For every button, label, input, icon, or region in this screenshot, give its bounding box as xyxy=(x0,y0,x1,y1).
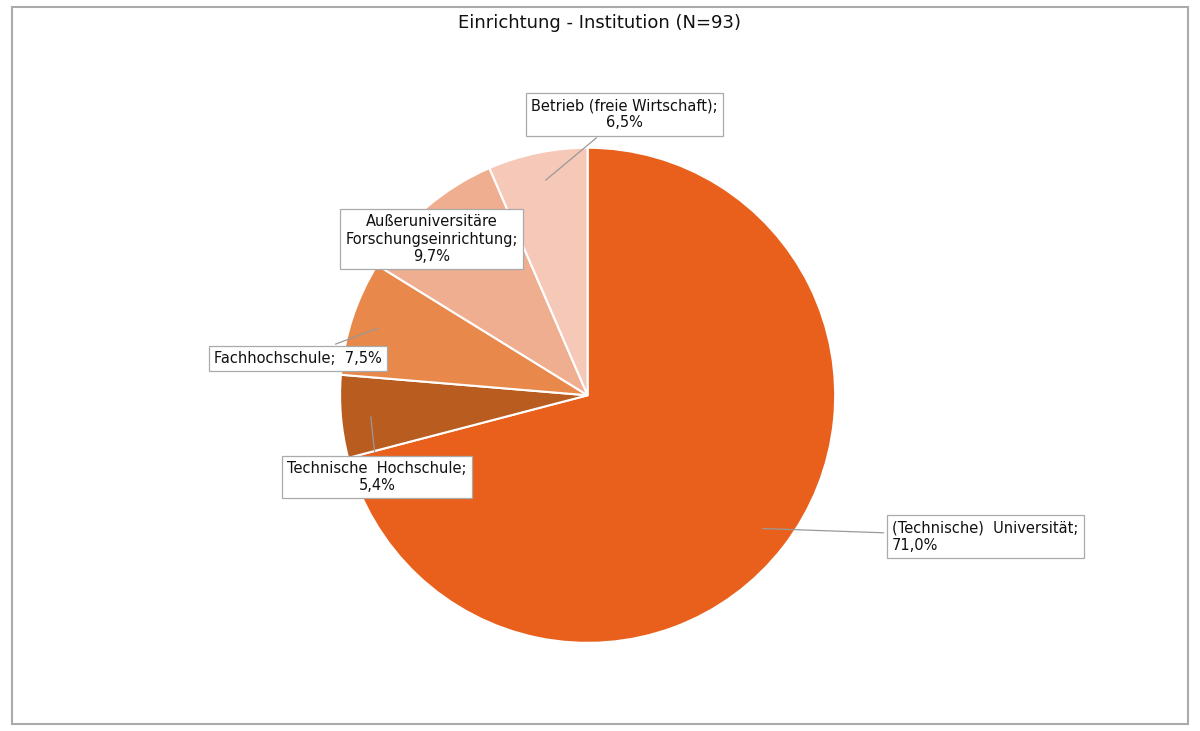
Wedge shape xyxy=(341,265,588,395)
Wedge shape xyxy=(377,168,588,395)
Wedge shape xyxy=(348,148,835,643)
Text: Betrieb (freie Wirtschaft);
6,5%: Betrieb (freie Wirtschaft); 6,5% xyxy=(532,98,718,180)
Text: Fachhochschule;  7,5%: Fachhochschule; 7,5% xyxy=(215,328,382,366)
Wedge shape xyxy=(490,148,588,395)
Text: Außeruniversitäre
Forschungseinrichtung;
9,7%: Außeruniversitäre Forschungseinrichtung;… xyxy=(346,214,518,264)
Title: Einrichtung - Institution (N=93): Einrichtung - Institution (N=93) xyxy=(458,14,742,32)
Text: Technische  Hochschule;
5,4%: Technische Hochschule; 5,4% xyxy=(288,417,467,493)
Text: (Technische)  Universität;
71,0%: (Technische) Universität; 71,0% xyxy=(763,520,1079,553)
Wedge shape xyxy=(340,375,588,458)
